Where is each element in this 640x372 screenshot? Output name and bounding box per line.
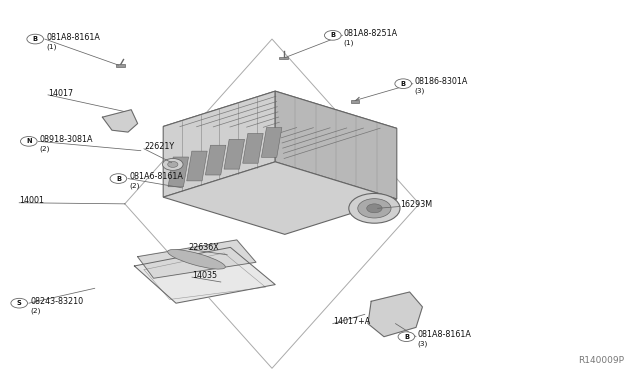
Text: 08186-8301A: 08186-8301A (414, 77, 467, 86)
Text: 22636X: 22636X (189, 243, 220, 252)
Circle shape (367, 204, 382, 213)
Circle shape (27, 34, 44, 44)
Polygon shape (163, 91, 275, 197)
Text: S: S (17, 300, 22, 306)
Circle shape (324, 31, 341, 40)
Text: 081A8-8161A: 081A8-8161A (46, 33, 100, 42)
Polygon shape (163, 162, 397, 234)
Polygon shape (243, 134, 263, 163)
Polygon shape (368, 292, 422, 337)
Text: B: B (330, 32, 335, 38)
Text: 16293M: 16293M (400, 200, 432, 209)
Polygon shape (134, 247, 275, 303)
Text: B: B (33, 36, 38, 42)
Polygon shape (138, 240, 256, 278)
Polygon shape (102, 110, 138, 132)
Text: (3): (3) (417, 341, 428, 347)
Text: (2): (2) (40, 145, 50, 152)
Text: 22621Y: 22621Y (144, 142, 174, 151)
Text: 14017: 14017 (48, 89, 73, 97)
Bar (279, 57, 288, 59)
Text: (2): (2) (129, 183, 140, 189)
Text: 081A6-8161A: 081A6-8161A (129, 172, 183, 181)
Text: 14035: 14035 (192, 271, 217, 280)
Polygon shape (187, 151, 207, 181)
Polygon shape (224, 140, 244, 169)
Text: 14001: 14001 (19, 196, 44, 205)
Text: 08243-83210: 08243-83210 (30, 297, 83, 306)
Text: B: B (404, 334, 409, 340)
Circle shape (110, 174, 127, 183)
Circle shape (163, 158, 183, 170)
Text: B: B (116, 176, 121, 182)
Text: 08918-3081A: 08918-3081A (40, 135, 93, 144)
Circle shape (358, 199, 391, 218)
Text: 081A8-8161A: 081A8-8161A (417, 330, 471, 339)
Bar (351, 100, 359, 103)
Text: N: N (26, 138, 31, 144)
Polygon shape (163, 91, 397, 164)
Text: 14017+A: 14017+A (333, 317, 370, 326)
Text: (1): (1) (46, 43, 56, 50)
Circle shape (11, 298, 28, 308)
Text: R140009P: R140009P (578, 356, 624, 365)
Circle shape (349, 193, 400, 223)
Polygon shape (261, 128, 282, 157)
Polygon shape (205, 145, 226, 175)
Polygon shape (275, 91, 397, 199)
Circle shape (395, 79, 412, 89)
Ellipse shape (168, 250, 225, 269)
Text: (1): (1) (344, 39, 354, 46)
Circle shape (398, 332, 415, 341)
Text: B: B (401, 81, 406, 87)
Polygon shape (168, 157, 189, 187)
Circle shape (20, 137, 37, 146)
Circle shape (168, 161, 178, 167)
Text: (2): (2) (30, 307, 40, 314)
Bar (116, 64, 125, 67)
Text: 081A8-8251A: 081A8-8251A (344, 29, 398, 38)
Text: (3): (3) (414, 88, 424, 94)
